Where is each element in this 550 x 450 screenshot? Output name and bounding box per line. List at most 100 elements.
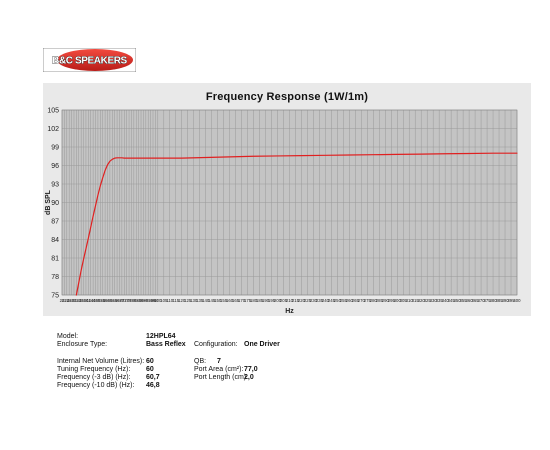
x-tick-label: 28 (69, 298, 74, 303)
series-line-0 (75, 152, 518, 296)
x-tick-label: 320 (418, 298, 426, 303)
x-tick-label: 36 (79, 298, 84, 303)
x-tick-label: 170 (238, 298, 246, 303)
y-tick-label: 96 (51, 163, 59, 170)
configuration-label: Configuration: (194, 341, 238, 349)
tuning-label: Tuning Frequency (Hz): (57, 365, 131, 373)
x-tick-label: 96 (151, 298, 156, 303)
x-tick-label: 115 (172, 298, 179, 303)
x-tick-label: 195 (268, 298, 276, 303)
x-tick-label: 215 (292, 298, 300, 303)
x-tick-label: 110 (166, 298, 173, 303)
configuration-value: One Driver (244, 341, 280, 349)
x-tick-label: 82 (134, 298, 139, 303)
x-tick-label: 32 (74, 298, 79, 303)
x-tick-label: 225 (304, 298, 312, 303)
x-tick-label: 370 (477, 298, 485, 303)
x-tick-label: 200 (274, 298, 282, 303)
x-tick-label: 375 (483, 298, 491, 303)
x-tick-label: 38 (81, 298, 86, 303)
x-tick-label: 355 (460, 298, 468, 303)
x-tick-label: 330 (430, 298, 438, 303)
x-tick-label: 245 (328, 298, 336, 303)
plot-border (61, 109, 518, 296)
x-tick-label: 100 (154, 298, 162, 303)
x-tick-label: 240 (322, 298, 330, 303)
x-tick-label: 34 (76, 298, 81, 303)
f3-label: Frequency (-3 dB) (Hz): (57, 374, 131, 381)
x-tick-label: 80 (131, 298, 136, 303)
x-tick-label: 175 (244, 298, 252, 303)
x-tick-label: 24 (64, 298, 69, 303)
x-tick-label: 270 (358, 298, 366, 303)
x-tick-label: 140 (202, 298, 210, 303)
x-tick-label: 180 (250, 298, 258, 303)
x-axis-label: Hz (285, 308, 294, 315)
x-tick-label: 335 (436, 298, 444, 303)
x-tick-label: 52 (98, 298, 103, 303)
brand-logo: B&C SPEAKERS (43, 48, 136, 72)
x-tick-label: 185 (256, 298, 264, 303)
x-tick-label: 76 (127, 298, 132, 303)
x-tick-label: 78 (129, 298, 134, 303)
x-tick-label: 390 (501, 298, 509, 303)
f3-value: 60,7 (146, 374, 160, 381)
x-tick-label: 42 (86, 298, 91, 303)
x-tick-label: 250 (334, 298, 342, 303)
frequency-response-chart: 7578818487909396991021052022242628303234… (45, 108, 521, 316)
tuning-value: 60 (146, 365, 154, 373)
y-axis-label: dB SPL (45, 189, 52, 215)
net-volume-label: Internal Net Volume (Litres): (57, 357, 145, 365)
x-tick-label: 135 (196, 298, 204, 303)
x-tick-label: 120 (178, 298, 186, 303)
x-tick-label: 210 (286, 298, 294, 303)
x-tick-label: 235 (316, 298, 324, 303)
f10-label: Frequency (-10 dB) (Hz): (57, 382, 135, 390)
x-tick-label: 285 (376, 298, 384, 303)
x-tick-label: 30 (72, 298, 77, 303)
x-tick-label: 66 (115, 298, 120, 303)
x-tick-label: 385 (495, 298, 503, 303)
chart-panel: Frequency Response (1W/1m) 75 78 81 84 87 90 9… (43, 83, 531, 316)
x-tick-label: 265 (352, 298, 360, 303)
x-tick-label: 84 (136, 298, 141, 303)
x-tick-label: 22 (62, 298, 67, 303)
y-tick-label: 87 (51, 219, 59, 226)
port-length-label: Port Length (cm): (194, 374, 249, 381)
enclosure-label: Enclosure Type: (57, 341, 108, 349)
y-tick-label: 84 (51, 237, 59, 244)
x-tick-label: 92 (146, 298, 151, 303)
x-tick-label: 145 (208, 298, 216, 303)
x-tick-label: 280 (370, 298, 378, 303)
y-tick-label: 78 (51, 274, 59, 281)
x-tick-label: 155 (220, 298, 228, 303)
x-tick-label: 295 (388, 298, 396, 303)
y-tick-label: 81 (51, 256, 59, 263)
brand-logo-text: B&C SPEAKERS (52, 56, 127, 67)
x-tick-label: 94 (148, 298, 153, 303)
x-tick-label: 260 (346, 298, 354, 303)
x-tick-label: 68 (117, 298, 122, 303)
x-tick-label: 44 (88, 298, 93, 303)
x-tick-label: 325 (424, 298, 432, 303)
x-tick-label: 400 (513, 298, 521, 303)
model-label: Model: (57, 333, 79, 340)
enclosure-value: Bass Reflex (146, 341, 186, 349)
x-tick-label: 72 (122, 298, 127, 303)
x-tick-label: 165 (232, 298, 240, 303)
y-tick-label: 75 (51, 293, 59, 300)
port-area-label: Port Area (cm²): (194, 365, 244, 373)
x-tick-label: 380 (489, 298, 497, 303)
x-tick-label: 98 (153, 298, 158, 303)
x-tick-label: 350 (454, 298, 462, 303)
x-tick-label: 220 (298, 298, 306, 303)
x-tick-label: 345 (448, 298, 456, 303)
port-length-value: 2,0 (244, 374, 254, 381)
port-area-value: 77,0 (244, 365, 258, 373)
x-tick-label: 50 (96, 298, 101, 303)
qb-label: QB: (194, 357, 207, 365)
x-tick-label: 105 (160, 298, 168, 303)
x-tick-label: 365 (472, 298, 480, 303)
x-tick-label: 90 (143, 298, 148, 303)
x-tick-label: 20 (60, 298, 65, 303)
